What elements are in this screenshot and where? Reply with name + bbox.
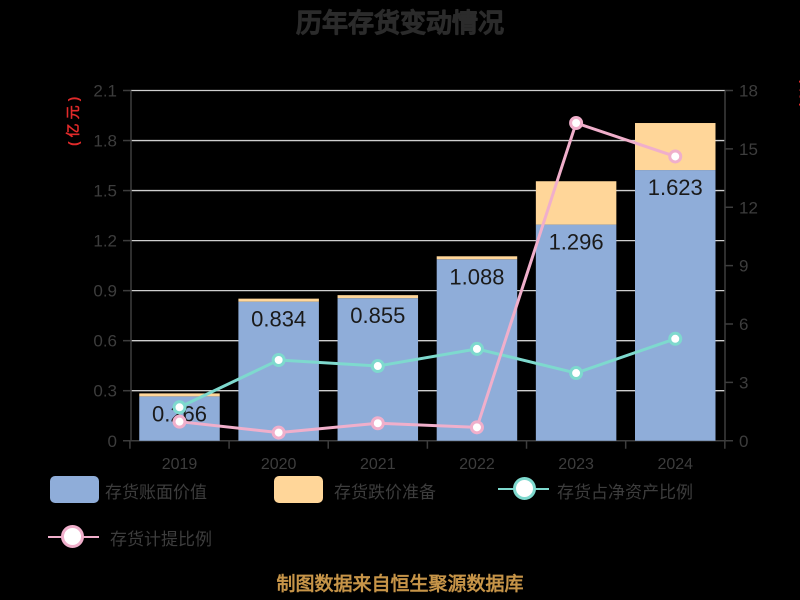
svg-text:2020: 2020 [261,456,297,473]
svg-text:0.834: 0.834 [251,307,306,332]
svg-text:2022: 2022 [459,456,495,473]
svg-text:1.2: 1.2 [93,232,117,251]
svg-text:0: 0 [739,432,748,451]
svg-text:12: 12 [739,198,758,217]
svg-text:2024: 2024 [657,456,693,473]
svg-text:0.6: 0.6 [93,332,117,351]
svg-text:2023: 2023 [558,456,594,473]
svg-text:1.088: 1.088 [449,264,504,289]
svg-text:3: 3 [739,373,748,392]
svg-text:1.5: 1.5 [93,182,117,201]
svg-text:9: 9 [739,257,748,276]
svg-text:0.9: 0.9 [93,282,117,301]
svg-text:1.8: 1.8 [93,132,117,151]
svg-text:6: 6 [739,315,748,334]
svg-text:15: 15 [739,140,758,159]
svg-text:18: 18 [739,82,758,101]
svg-text:2021: 2021 [360,456,396,473]
svg-text:2019: 2019 [162,456,198,473]
svg-text:2.1: 2.1 [93,82,117,101]
svg-text:0.3: 0.3 [93,382,117,401]
svg-text:1.623: 1.623 [648,175,703,200]
svg-text:1.296: 1.296 [549,230,604,255]
svg-text:0.855: 0.855 [350,303,405,328]
svg-text:0: 0 [108,432,117,451]
